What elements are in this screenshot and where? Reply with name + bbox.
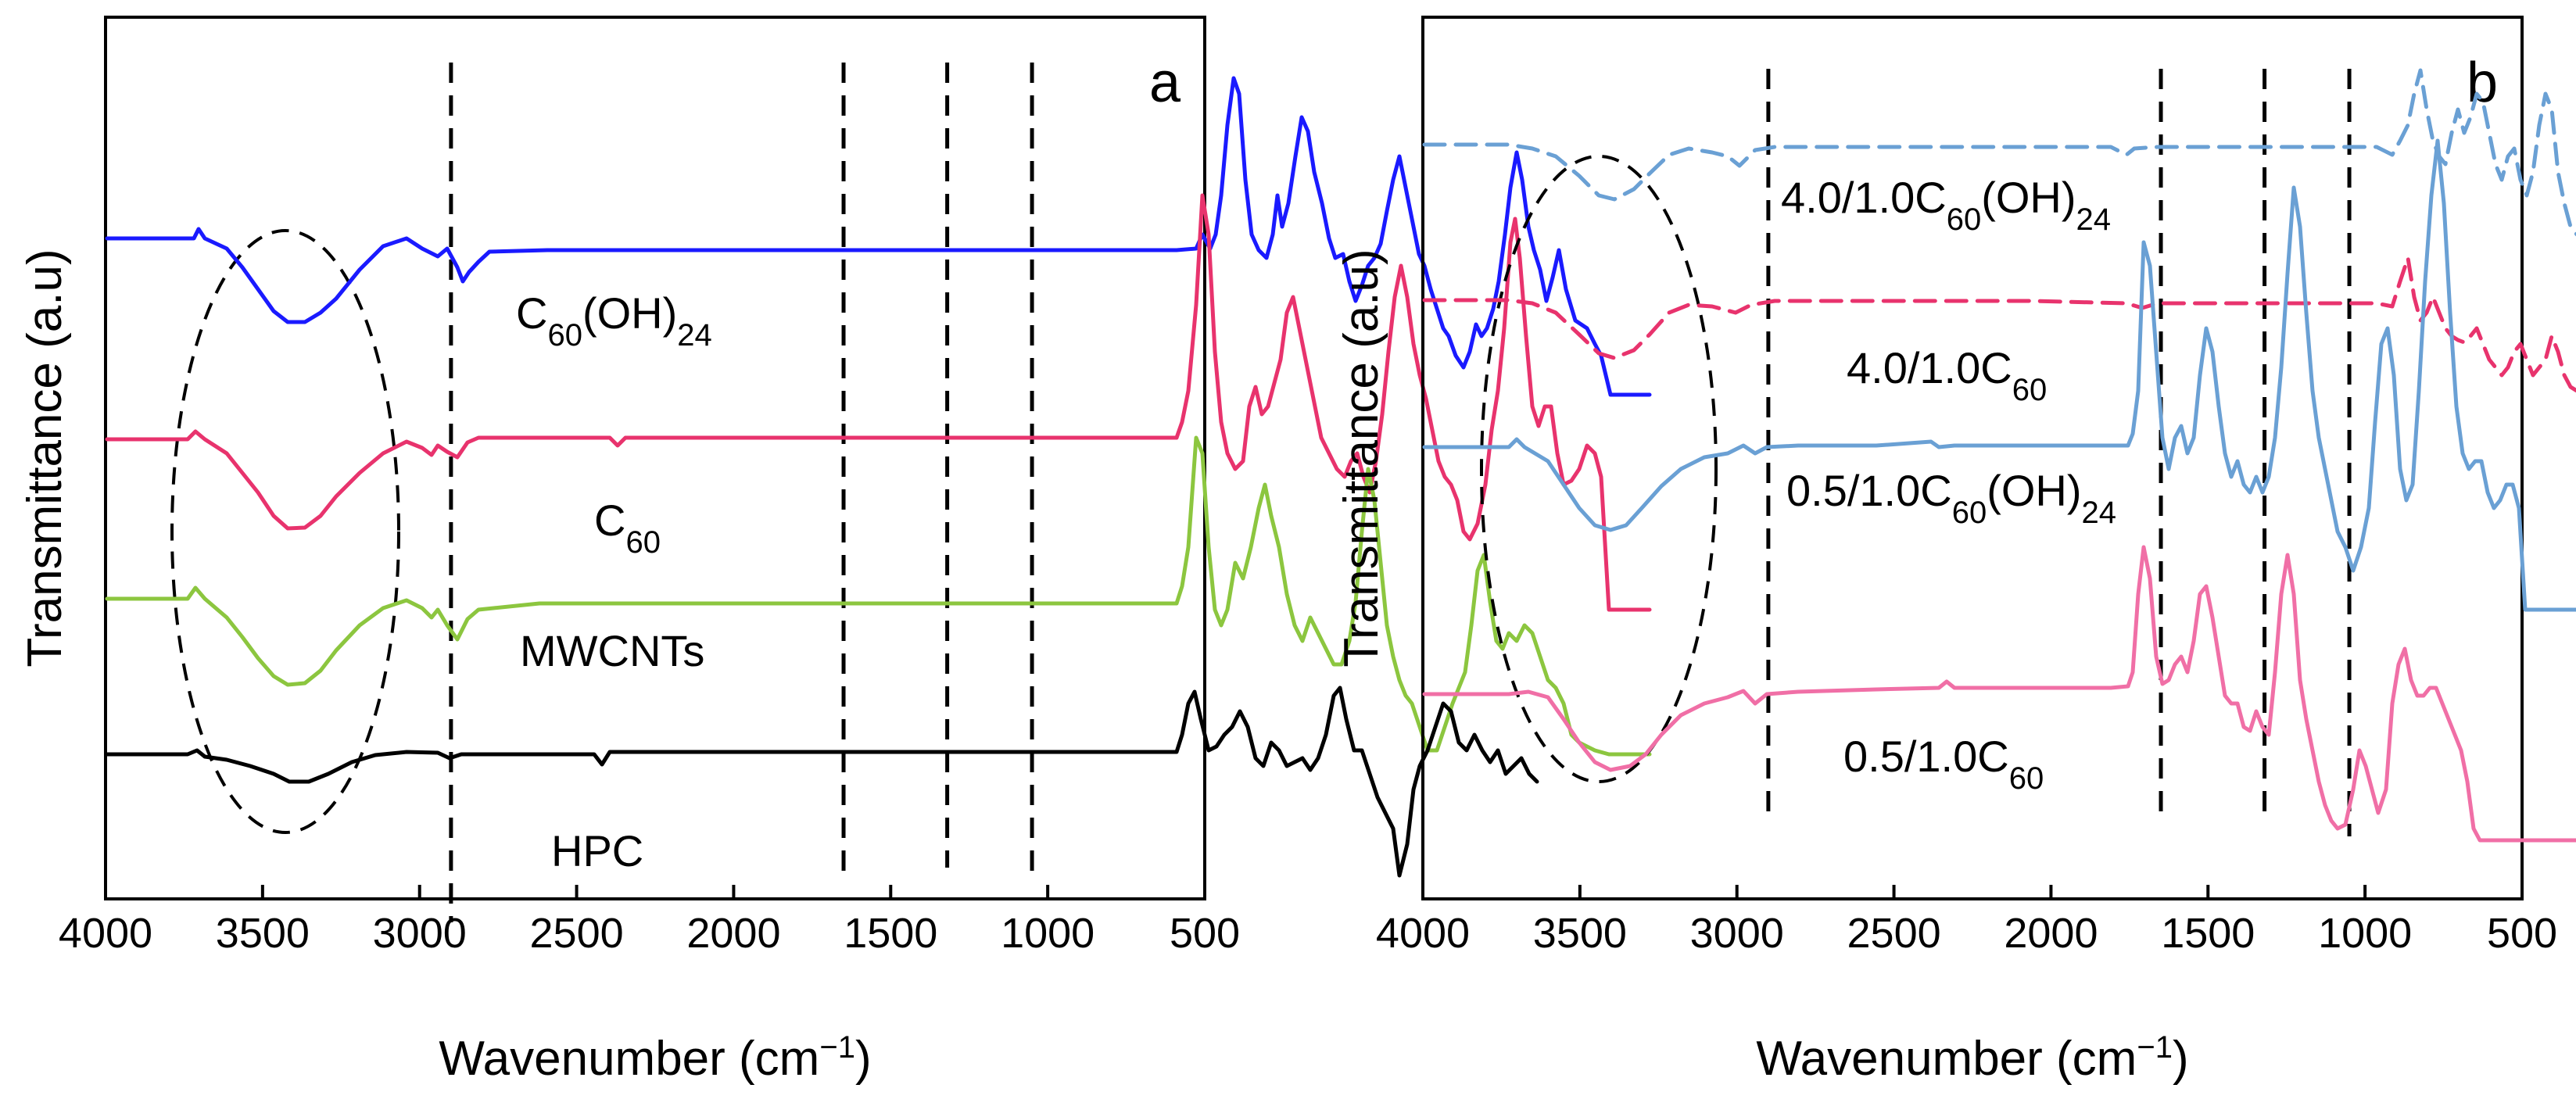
panel-a-ylabel: Transmittance (a.u) — [18, 249, 72, 667]
panel-b-tick-label: 2500 — [1847, 910, 1941, 957]
panel-a-label: a — [1149, 52, 1181, 114]
panel-b-tick-label: 1500 — [2161, 910, 2255, 957]
panel-a-reference-lines — [449, 63, 1034, 922]
label-b-05c60oh24: 0.5/1.0C60(OH)24 — [1786, 466, 2116, 530]
label-c60-a: C60 — [594, 496, 661, 560]
panel-b-label: b — [2467, 52, 2498, 114]
label-hpc-a: HPC — [551, 826, 643, 875]
panel-a-xlabel: Wavenumber (cm−1) — [439, 1030, 871, 1086]
panel-b-xlabel: Wavenumber (cm−1) — [1756, 1030, 2188, 1086]
curve-b-05c60 — [1422, 545, 2576, 843]
label-b-4c60: 4.0/1.0C60 — [1847, 343, 2047, 407]
panel-b-tick-label: 4000 — [1376, 910, 1470, 957]
panel-a-tick-label: 500 — [1170, 910, 1240, 957]
panel-a-tick-label: 2000 — [686, 910, 780, 957]
panel-b-tick-label: 2000 — [2004, 910, 2098, 957]
panel-b-frame — [1421, 16, 2524, 900]
label-b-05c60: 0.5/1.0C60 — [1843, 732, 2044, 796]
curve-b-05c60oh24 — [1422, 138, 2576, 612]
label-c60oh24-a: C60(OH)24 — [516, 288, 712, 353]
panel-b-reference-lines — [1766, 69, 2352, 836]
panel-b-tick-label: 3000 — [1690, 910, 1784, 957]
curve-b-4c60oh24 — [1422, 68, 2576, 237]
curve-c60 — [105, 193, 1652, 612]
panel-a-oh-ellipse — [170, 229, 400, 834]
panel-b: b Transmittance (a.u) Wavenumber (cm−1) … — [1335, 16, 2576, 1086]
panel-a-tick-label: 3500 — [216, 910, 310, 957]
label-b-4c60oh24: 4.0/1.0C60(OH)24 — [1781, 173, 2111, 237]
curve-mwcnts — [105, 435, 1652, 757]
curve-b-4c60 — [1422, 256, 2576, 393]
panel-a-frame — [104, 16, 1206, 900]
label-mwcnts-a: MWCNTs — [520, 626, 704, 675]
panel-b-oh-ellipse — [1480, 155, 1718, 783]
panel-b-tick-label: 3500 — [1533, 910, 1627, 957]
panel-a-tick-label: 2500 — [530, 910, 624, 957]
curve-hpc — [105, 686, 1539, 878]
panel-b-tick-label: 500 — [2487, 910, 2557, 957]
panel-b-ylabel: Transmittance (a.u) — [1335, 249, 1388, 667]
panel-b-tick-label: 1000 — [2318, 910, 2412, 957]
panel-a-x-ticks: 4000 3500 3000 2500 2000 1500 1000 500 — [59, 885, 1240, 957]
panel-a-tick-label: 4000 — [59, 910, 152, 957]
panel-a-tick-label: 1500 — [844, 910, 937, 957]
panel-b-x-ticks: 4000 3500 3000 2500 2000 1500 1000 500 — [1376, 885, 2557, 957]
panel-a-tick-label: 1000 — [1001, 910, 1095, 957]
panel-a: a Transmittance (a.u) Wavenumber (cm−1) … — [18, 16, 1652, 1086]
curve-c60oh24 — [105, 76, 1652, 397]
